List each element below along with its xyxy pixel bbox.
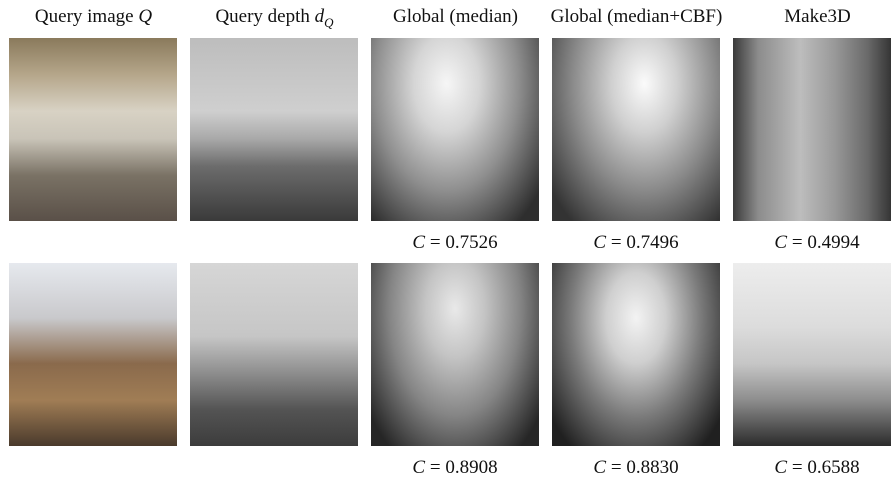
image	[552, 38, 720, 221]
header-symbol: Q	[138, 6, 152, 27]
image	[190, 263, 358, 446]
header-text: Query depth	[215, 6, 309, 27]
image	[371, 263, 539, 446]
image	[9, 263, 177, 446]
caption: C = 0.4994	[733, 232, 891, 254]
column-header: Global (median)	[368, 6, 543, 28]
caption-symbol: C	[412, 457, 425, 478]
figure: Query image QQuery depth dQGlobal (media…	[0, 0, 891, 483]
column-header: Query depth dQ	[187, 6, 362, 31]
caption-value: = 0.7496	[611, 232, 679, 253]
header-symbol: d	[315, 6, 325, 27]
caption: C = 0.7496	[552, 232, 720, 254]
image	[733, 38, 891, 221]
caption: C = 0.6588	[733, 457, 891, 479]
header-subscript: Q	[324, 15, 333, 30]
caption-symbol: C	[774, 457, 787, 478]
caption-value: = 0.8830	[611, 457, 679, 478]
caption: C = 0.8908	[371, 457, 539, 479]
column-header: Query image Q	[6, 6, 181, 28]
header-text: Make3D	[784, 6, 850, 27]
caption-value: = 0.4994	[792, 232, 860, 253]
image	[733, 263, 891, 446]
image	[9, 38, 177, 221]
image	[552, 263, 720, 446]
image	[371, 38, 539, 221]
header-text: Global (median)	[393, 6, 518, 27]
caption-value: = 0.6588	[792, 457, 860, 478]
header-text: Query image	[35, 6, 134, 27]
caption: C = 0.8830	[552, 457, 720, 479]
column-header: Global (median+CBF)	[549, 6, 724, 28]
caption-value: = 0.7526	[430, 232, 498, 253]
caption-symbol: C	[593, 232, 606, 253]
column-header: Make3D	[730, 6, 891, 28]
caption-symbol: C	[412, 232, 425, 253]
header-text: Global (median+CBF)	[551, 6, 723, 27]
caption-symbol: C	[774, 232, 787, 253]
caption: C = 0.7526	[371, 232, 539, 254]
caption-symbol: C	[593, 457, 606, 478]
image	[190, 38, 358, 221]
caption-value: = 0.8908	[430, 457, 498, 478]
